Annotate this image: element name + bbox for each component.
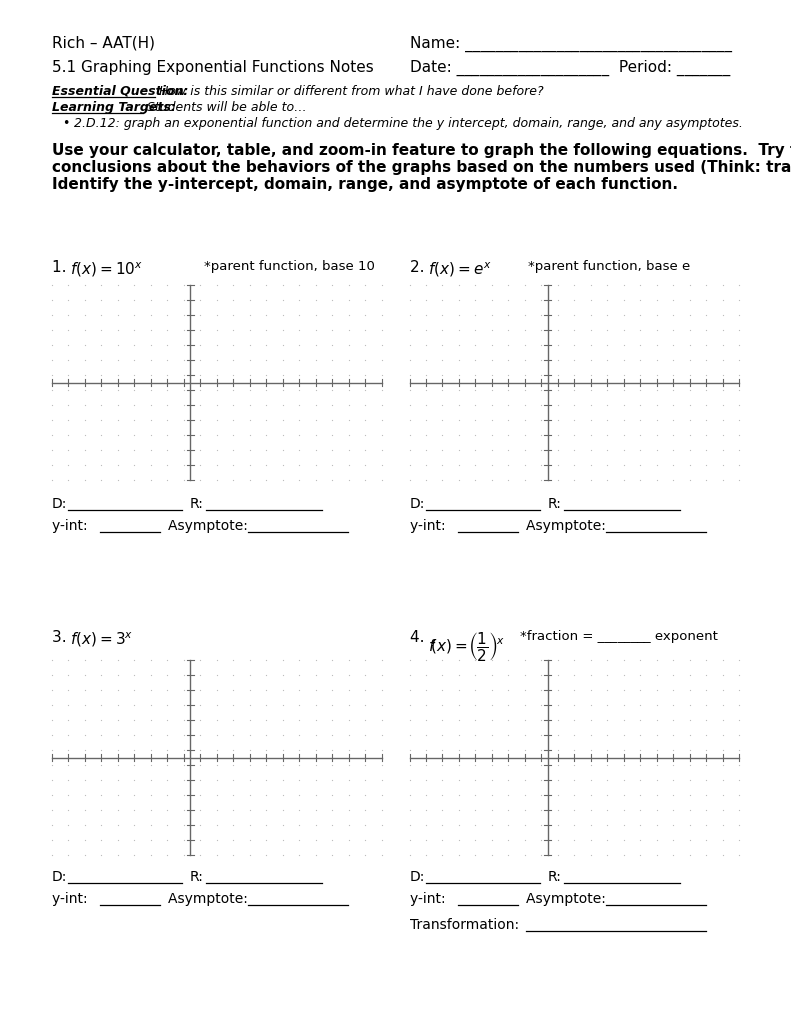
Text: R:: R: <box>547 497 562 511</box>
Text: R:: R: <box>190 870 204 884</box>
Text: Date: ____________________  Period: _______: Date: ____________________ Period: _____… <box>410 60 730 76</box>
Text: Essential Question:: Essential Question: <box>52 85 188 98</box>
Text: 1.: 1. <box>52 260 76 275</box>
Text: D:: D: <box>410 497 425 511</box>
Text: *fraction = ________ exponent: *fraction = ________ exponent <box>520 630 717 643</box>
Text: y-int:: y-int: <box>410 892 449 906</box>
Text: Asymptote:: Asymptote: <box>168 519 252 534</box>
Text: R:: R: <box>547 870 562 884</box>
Text: •: • <box>62 117 70 130</box>
Text: 2.: 2. <box>410 260 433 275</box>
Text: y-int:: y-int: <box>410 519 449 534</box>
Text: D:: D: <box>52 870 67 884</box>
Text: 5.1 Graphing Exponential Functions Notes: 5.1 Graphing Exponential Functions Notes <box>52 60 374 75</box>
Text: y-int:: y-int: <box>52 519 92 534</box>
Text: y-int:: y-int: <box>52 892 92 906</box>
Text: *parent function, base 10: *parent function, base 10 <box>204 260 375 273</box>
Text: D:: D: <box>52 497 67 511</box>
Text: $f\left(x\right) = 3^x$: $f\left(x\right) = 3^x$ <box>70 630 133 648</box>
Text: $f\left(x\right) = e^x$: $f\left(x\right) = e^x$ <box>427 260 491 279</box>
Text: $f\left(x\right) = 10^x$: $f\left(x\right) = 10^x$ <box>70 260 143 279</box>
Text: 2.D.12: graph an exponential function and determine the y intercept, domain, ran: 2.D.12: graph an exponential function an… <box>74 117 743 130</box>
Text: R:: R: <box>190 497 204 511</box>
Text: $f\!\left(x\right)=\!\left(\dfrac{1}{2}\right)^{\!x}$: $f\!\left(x\right)=\!\left(\dfrac{1}{2}\… <box>427 630 504 663</box>
Text: Use your calculator, table, and zoom-in feature to graph the following equations: Use your calculator, table, and zoom-in … <box>52 143 791 158</box>
Text: conclusions about the behaviors of the graphs based on the numbers used (Think: : conclusions about the behaviors of the g… <box>52 160 791 175</box>
Text: D:: D: <box>410 870 425 884</box>
Text: Name: ___________________________________: Name: __________________________________… <box>410 36 732 52</box>
Text: How is this similar or different from what I have done before?: How is this similar or different from wh… <box>155 85 543 98</box>
Text: Learning Targets:: Learning Targets: <box>52 101 176 114</box>
Text: 3.: 3. <box>52 630 77 645</box>
Text: Rich – AAT(H): Rich – AAT(H) <box>52 36 155 51</box>
Text: Identify the y-intercept, domain, range, and asymptote of each function.: Identify the y-intercept, domain, range,… <box>52 177 678 193</box>
Text: Asymptote:: Asymptote: <box>168 892 252 906</box>
Text: Students will be able to…: Students will be able to… <box>143 101 307 114</box>
Text: Transformation:: Transformation: <box>410 918 523 932</box>
Text: Asymptote:: Asymptote: <box>525 519 610 534</box>
Text: 4.: 4. <box>410 630 433 645</box>
Text: Asymptote:: Asymptote: <box>525 892 610 906</box>
Text: *parent function, base e: *parent function, base e <box>528 260 690 273</box>
